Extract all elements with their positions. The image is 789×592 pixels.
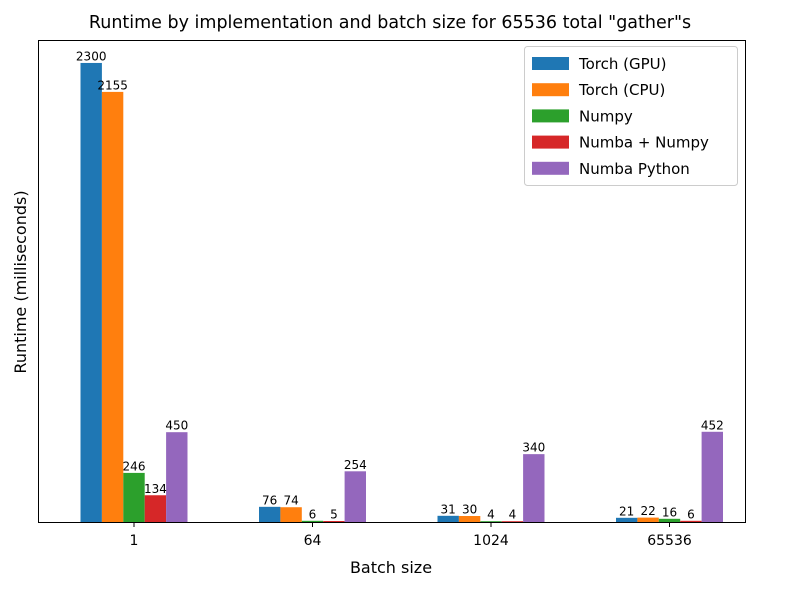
bar (80, 62, 102, 522)
bar (101, 91, 124, 523)
legend-entry-label: Numba Python (579, 160, 690, 178)
bar (480, 521, 502, 523)
legend-entry-label: Numba + Numpy (579, 134, 709, 152)
x-axis-label: Batch size (350, 558, 432, 577)
bar-value-label: 4 (487, 508, 495, 522)
legend-swatch (532, 109, 569, 123)
bar (658, 518, 681, 522)
bar (144, 495, 167, 522)
bar-value-label: 340 (522, 441, 545, 455)
bar-value-label: 5 (330, 508, 338, 522)
bar-value-label: 16 (662, 505, 677, 519)
bar (458, 516, 481, 522)
bar (301, 520, 324, 522)
bar-value-label: 450 (165, 419, 188, 433)
legend-swatch (532, 135, 569, 149)
legend-swatch (532, 161, 569, 175)
chart-title: Runtime by implementation and batch size… (89, 13, 691, 33)
legend-entry-label: Torch (CPU) (578, 81, 665, 99)
y-axis-label: Runtime (milliseconds) (11, 190, 30, 373)
legend-entry-label: Torch (GPU) (578, 55, 667, 73)
plot-area-frame (38, 40, 746, 523)
bar (437, 515, 459, 522)
x-ticks-group: 1 64 1024 65536 (130, 522, 692, 549)
bar-value-label: 31 (441, 502, 456, 516)
bar-value-label: 6 (687, 507, 695, 521)
bar (123, 472, 145, 522)
bar (344, 471, 366, 522)
bar-value-label: 22 (640, 504, 655, 518)
bars-group (80, 62, 723, 523)
bar-value-label: 21 (619, 504, 634, 518)
bar-value-label: 2300 (76, 49, 107, 63)
bar (680, 520, 702, 522)
legend-frame (524, 46, 738, 186)
bar-value-label: 246 (123, 459, 146, 473)
bar-value-label: 2155 (97, 78, 128, 92)
bar-value-label: 254 (344, 458, 367, 472)
legend-swatch (532, 57, 569, 70)
bar-value-label: 74 (283, 494, 298, 508)
x-tick-label: 1024 (473, 533, 509, 549)
bar (280, 507, 302, 522)
bar-value-label: 6 (309, 507, 317, 521)
bar (501, 521, 524, 523)
bar (323, 521, 345, 522)
x-tick-label: 65536 (647, 533, 692, 549)
bar (616, 517, 638, 522)
bar-value-label: 4 (509, 508, 517, 522)
bar (701, 431, 723, 522)
bar-value-label: 134 (144, 482, 167, 496)
bar (166, 432, 188, 522)
bar-value-label: 76 (262, 493, 277, 507)
bar-value-label: 30 (462, 503, 477, 517)
bar (259, 506, 281, 522)
bar (637, 517, 659, 522)
x-tick-label: 1 (130, 533, 139, 549)
legend: Torch (GPU) Torch (CPU) Numpy Numba + Numpy… (524, 46, 738, 186)
x-tick-label: 64 (304, 533, 322, 549)
bar (523, 454, 545, 522)
legend-swatch (532, 83, 569, 97)
bar-value-label: 452 (701, 418, 724, 432)
legend-entry-label: Numpy (579, 107, 633, 125)
